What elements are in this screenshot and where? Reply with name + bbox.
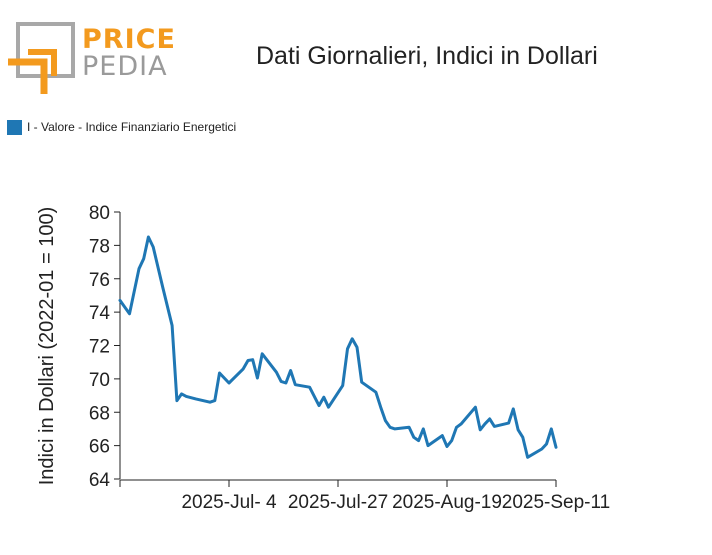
y-tick-label: 66 [89, 437, 110, 458]
y-tick-label: 70 [89, 370, 110, 391]
plot-area [118, 235, 558, 459]
y-tick-label: 68 [89, 403, 110, 424]
x-tick-label: 2025-Aug-19 [392, 492, 502, 513]
y-tick-label: 74 [89, 303, 111, 324]
logo-mark-icon [8, 22, 75, 94]
series-line [118, 235, 558, 459]
x-tick-label: 2025-Jul- 4 [181, 492, 276, 513]
x-tick-label: 2025-Sep-11 [502, 492, 610, 513]
x-tick-label: 2025-Jul-27 [288, 492, 388, 513]
y-axis: 64 66 68 70 72 74 76 78 80 [89, 203, 121, 491]
chart-title: Dati Giornalieri, Indici in Dollari [256, 42, 598, 70]
logo-text-price: PRICE [82, 24, 176, 55]
legend-label[interactable]: I - Valore - Indice Finanziario Energeti… [27, 120, 237, 134]
pricepedia-logo: PRICE PEDIA [6, 22, 175, 94]
legend: I - Valore - Indice Finanziario Energeti… [7, 119, 236, 135]
y-tick-label: 76 [89, 270, 110, 291]
logo-text-pedia: PEDIA [82, 51, 168, 82]
y-tick-label: 78 [89, 236, 110, 257]
legend-swatch-icon [7, 119, 22, 135]
y-tick-label: 72 [89, 337, 110, 358]
y-tick-label: 80 [89, 203, 110, 224]
y-tick-label: 64 [89, 470, 111, 491]
x-axis: 2025-Jul- 4 2025-Jul-27 2025-Aug-19 2025-Se… [119, 479, 610, 513]
logo-orange-bracket-inner [28, 49, 57, 76]
y-axis-label: Indici in Dollari (2022-01 = 100) [36, 207, 58, 486]
logo-orange-bracket-outer [8, 58, 48, 94]
